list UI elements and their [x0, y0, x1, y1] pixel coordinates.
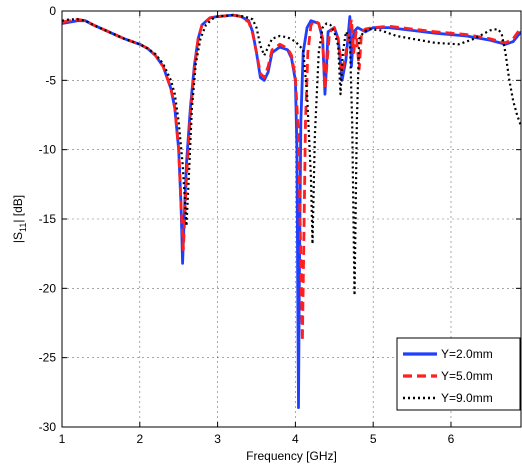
series-line-3: [62, 14, 521, 297]
y-tick-label: -25: [39, 351, 57, 365]
x-tick-label: 3: [214, 432, 221, 446]
x-tick-label: 5: [370, 432, 377, 446]
x-axis-label: Frequency [GHz]: [246, 449, 337, 463]
y-tick-label: -5: [45, 73, 56, 87]
y-tick-label: -10: [39, 143, 57, 157]
legend: Y=2.0mm Y=5.0mm Y=9.0mm: [396, 337, 521, 411]
y-axis-label-tail: | [dB]: [11, 195, 25, 223]
x-tick-label: 2: [136, 432, 143, 446]
tick-layer: 1 2 3 4 5 6 0 -5 -10 -15 -20 -25 -30: [39, 4, 521, 446]
y-tick-label: -20: [39, 281, 57, 295]
x-tick-label: 6: [448, 432, 455, 446]
y-tick-label: -30: [39, 420, 57, 434]
x-tick-label: 4: [292, 432, 299, 446]
y-axis-label: |S11| [dB]: [11, 195, 28, 243]
legend-box: [396, 337, 521, 411]
y-tick-label: -15: [39, 212, 57, 226]
y-tick-label: 0: [49, 4, 56, 18]
legend-label-2: Y=5.0mm: [441, 369, 493, 383]
series-line-2: [62, 13, 521, 343]
y-axis-label-subscript: 11: [18, 223, 28, 232]
x-tick-label: 1: [59, 432, 66, 446]
y-axis-label-main: |S: [11, 232, 25, 243]
legend-label-3: Y=9.0mm: [441, 391, 493, 405]
legend-label-1: Y=2.0mm: [441, 347, 493, 361]
legend-items: Y=2.0mm Y=5.0mm Y=9.0mm: [403, 347, 493, 405]
series-layer: [62, 13, 521, 409]
